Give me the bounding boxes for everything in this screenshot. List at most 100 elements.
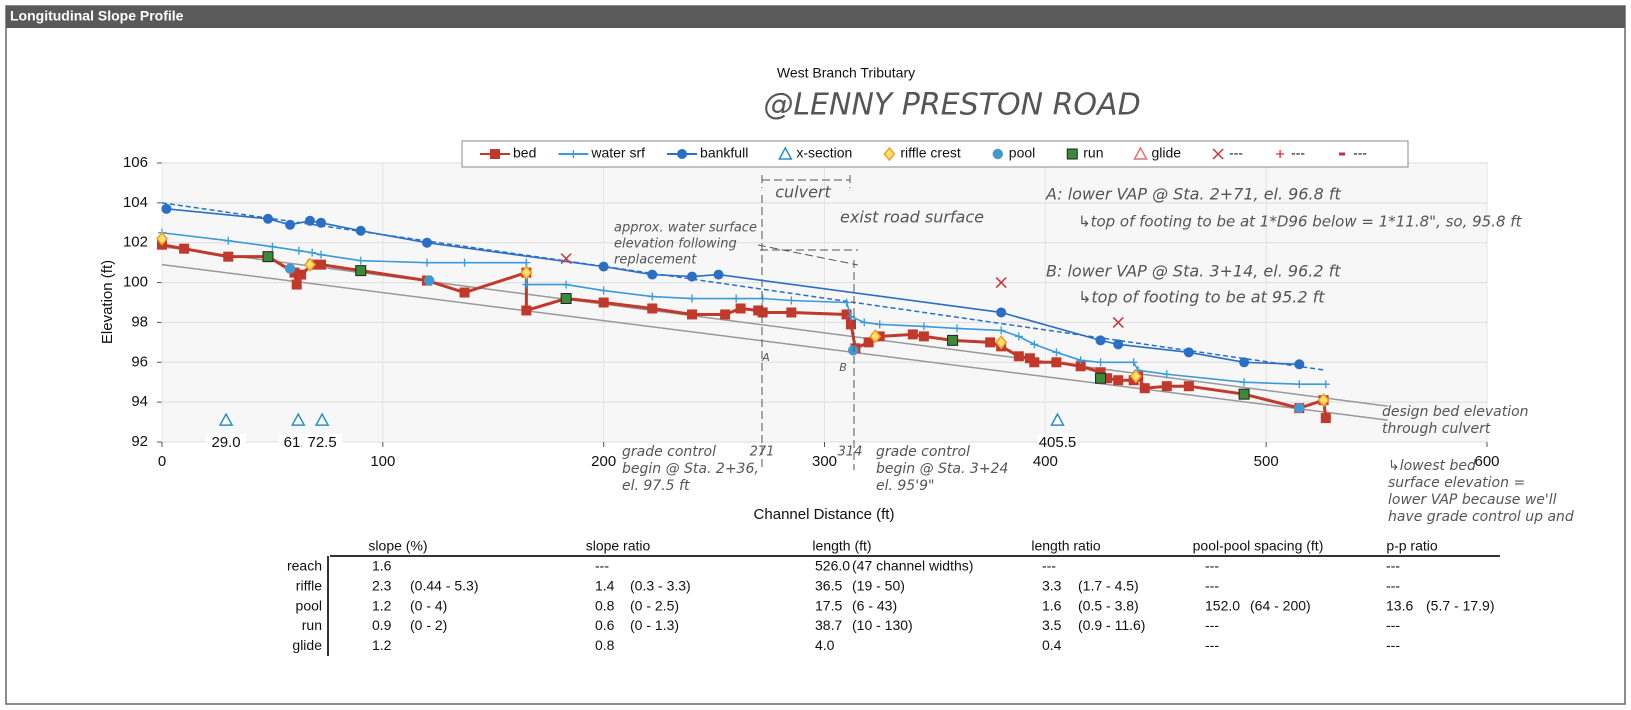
marker-dot xyxy=(847,345,859,356)
annotation: lower VAP because we'll xyxy=(1388,492,1557,508)
table-value: 17.5 xyxy=(815,597,842,613)
marker-plus xyxy=(356,256,365,265)
marker-square xyxy=(223,251,234,262)
marker-diamond xyxy=(1317,392,1330,408)
x-tick-label: 400 xyxy=(1033,453,1058,470)
annotation: 314 xyxy=(838,445,863,460)
marker-plus xyxy=(1162,370,1171,379)
marker-circle xyxy=(422,237,432,248)
annotation: grade control xyxy=(876,444,970,460)
table-range: (10 - 130) xyxy=(852,617,913,633)
marker-circle xyxy=(316,217,326,228)
x-label-bg xyxy=(206,434,247,450)
marker-plus xyxy=(1240,378,1249,387)
marker-circle xyxy=(355,225,366,236)
marker-circle xyxy=(161,203,172,214)
marker-square xyxy=(687,309,697,320)
x-label-bg xyxy=(1037,434,1078,450)
table-value: 152.0 xyxy=(1205,597,1240,613)
row-label: pool xyxy=(296,597,322,613)
marker-plus xyxy=(599,286,608,295)
table-header: slope ratio xyxy=(586,538,651,554)
table-value: --- xyxy=(595,558,609,574)
marker-square xyxy=(459,287,470,298)
marker-dot xyxy=(423,275,435,286)
table-range: (47 channel widths) xyxy=(852,558,973,574)
marker-plus xyxy=(1096,358,1105,367)
table-header: slope (%) xyxy=(368,538,427,554)
table-value: --- xyxy=(1205,558,1219,574)
annotation: B: lower VAP @ Sta. 3+14, el. 96.2 ft xyxy=(1046,262,1341,281)
culvert-sketch xyxy=(757,175,859,470)
annotation: el. 97.5 ft xyxy=(622,478,690,494)
annotation: el. 95'9" xyxy=(876,478,934,494)
legend-label: water srf xyxy=(590,145,645,161)
table-value: 4.0 xyxy=(815,637,835,653)
table-range: (0.3 - 3.3) xyxy=(630,578,691,594)
table-value: 0.4 xyxy=(1042,637,1062,653)
marker-plus xyxy=(648,292,657,301)
table-value: --- xyxy=(1205,617,1219,633)
marker-dot xyxy=(1294,402,1305,414)
table-header: length (ft) xyxy=(812,538,871,554)
marker-square xyxy=(316,259,326,270)
marker-triangle xyxy=(218,412,234,426)
annotation: approx. water surface xyxy=(614,221,757,236)
y-tick-label: 94 xyxy=(131,393,148,410)
marker-plus xyxy=(1030,340,1039,349)
marker-triangle xyxy=(1133,146,1148,160)
marker-plus xyxy=(423,258,431,267)
legend-label: --- xyxy=(1353,145,1367,161)
table-value: 1.4 xyxy=(595,578,615,594)
legend: bed water srf bankfull x-section riffle cres… xyxy=(461,140,1409,168)
row-label: glide xyxy=(292,637,322,653)
annotation: B xyxy=(839,361,847,374)
marker-plus xyxy=(758,294,767,303)
marker-square xyxy=(560,293,572,305)
marker-plus xyxy=(688,294,696,303)
legend-label: x-section xyxy=(796,145,852,161)
table-value: --- xyxy=(1205,578,1219,594)
row-label: reach xyxy=(287,558,322,574)
marker-x xyxy=(1112,316,1124,328)
marker-square xyxy=(1029,357,1040,368)
annotation: begin @ Sta. 2+36, xyxy=(622,461,759,477)
table-range: (0 - 4) xyxy=(410,597,447,613)
marker-x xyxy=(1212,148,1224,160)
marker-plus xyxy=(953,324,961,333)
annotation: replacement xyxy=(614,253,697,268)
marker-circle xyxy=(285,219,296,230)
table-value: 38.7 xyxy=(815,617,842,633)
table-value: 1.2 xyxy=(372,597,392,613)
marker-square xyxy=(1102,373,1113,384)
marker-square xyxy=(786,307,797,318)
marker-square xyxy=(355,265,367,277)
marker-circle xyxy=(263,213,273,224)
marker-square xyxy=(1066,148,1078,160)
marker-dot xyxy=(284,263,296,274)
legend-label: pool xyxy=(1009,145,1035,161)
annotation: grade control xyxy=(622,444,716,460)
x-tick-label: 100 xyxy=(370,453,395,470)
marker-square xyxy=(1238,388,1250,400)
legend-label: riffle crest xyxy=(900,145,961,161)
marker-square xyxy=(918,331,929,342)
table-range: (0.44 - 5.3) xyxy=(410,578,478,594)
annotation: @LENNY PRESTON ROAD xyxy=(763,88,1140,123)
table-value: 0.6 xyxy=(595,617,615,633)
x-section-label: 29.0 xyxy=(211,434,240,451)
marker-circle xyxy=(1294,359,1305,370)
annotation: have grade control up and xyxy=(1388,509,1574,525)
marker-square xyxy=(647,303,658,314)
marker-square xyxy=(289,267,300,278)
marker-dash xyxy=(1339,152,1346,156)
y-tick-label: 98 xyxy=(131,313,148,330)
x-tick-label: 300 xyxy=(812,453,837,470)
marker-circle xyxy=(598,261,609,272)
annotation: design bed elevation xyxy=(1382,404,1529,420)
table-value: --- xyxy=(1386,558,1400,574)
y-tick-label: 106 xyxy=(123,154,148,171)
annotation: elevation following xyxy=(614,237,737,252)
marker-plus xyxy=(1295,380,1304,389)
